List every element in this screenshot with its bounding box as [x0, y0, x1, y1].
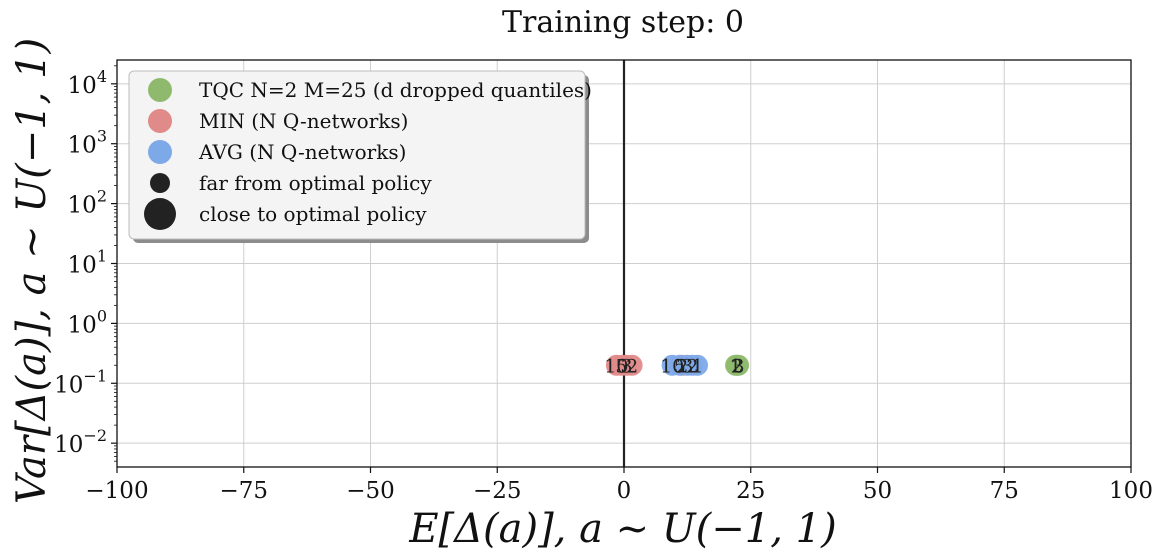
legend: TQC N=2 M=25 (d dropped quantiles) MIN (N… [128, 70, 592, 243]
x-tick-label-0: −100 [85, 478, 148, 504]
legend-label-4: close to optimal policy [199, 202, 427, 226]
legend-marker-4 [144, 198, 176, 230]
legend-marker-2 [148, 140, 172, 164]
point-label-s2-0: 10 [660, 355, 684, 377]
point-label-s2-4: 1 [691, 355, 703, 377]
data-points [605, 354, 750, 376]
x-tick-label-7: 75 [990, 478, 1019, 504]
point-s1-3 [621, 354, 643, 376]
x-tick-label-2: −50 [346, 478, 395, 504]
y-tick-label-6: 104 [68, 67, 107, 99]
legend-marker-1 [148, 109, 172, 133]
legend-box [128, 70, 586, 240]
point-label-s2-1: 5 [674, 355, 686, 377]
x-tick-label-8: 100 [1109, 478, 1153, 504]
point-label-s1-3: 2 [626, 355, 638, 377]
y-tick-label-3: 101 [68, 247, 107, 279]
legend-label-2: AVG (N Q-networks) [198, 140, 406, 164]
x-axis-ticks: −100 −75 −50 −25 0 25 50 75 100 [85, 467, 1153, 504]
legend-marker-3 [150, 173, 170, 193]
x-tick-label-3: −25 [473, 478, 522, 504]
chart-title: Training step: 0 [502, 5, 744, 40]
point-label-s0-0: 1 [729, 355, 741, 377]
legend-label-0: TQC N=2 M=25 (d dropped quantiles) [199, 78, 592, 102]
point-label-s2-2: 3 [681, 355, 693, 377]
point-label-s1-2: 3 [620, 355, 632, 377]
point-label-s1-1: 5 [615, 355, 627, 377]
legend-label-1: MIN (N Q-networks) [199, 109, 408, 133]
point-s2-4 [687, 354, 709, 376]
x-tick-label-1: −75 [219, 478, 268, 504]
y-tick-label-1: 10−1 [54, 366, 107, 398]
point-label-s1-4: 2 [676, 355, 688, 377]
y-axis-ticks: 10−2 10−1 100 101 102 103 104 [54, 65, 117, 462]
x-tick-label-4: 0 [617, 478, 632, 504]
point-label-s0-2: 3 [733, 355, 745, 377]
legend-label-3: far from optimal policy [199, 171, 432, 195]
x-axis-label: E[Δ(a)], a ~ U(−1, 1) [408, 506, 836, 552]
y-tick-label-5: 103 [68, 127, 107, 159]
x-tick-label-6: 50 [863, 478, 892, 504]
point-s0-2 [728, 354, 750, 376]
legend-marker-0 [148, 78, 172, 102]
y-axis-label: Var[Δ(a)], a ~ U(−1, 1) [9, 38, 55, 504]
y-tick-label-0: 10−2 [54, 426, 107, 458]
y-tick-label-4: 102 [68, 187, 107, 219]
y-tick-label-2: 100 [68, 306, 107, 338]
point-label-s1-0: 10 [604, 355, 628, 377]
x-tick-label-5: 25 [736, 478, 765, 504]
point-label-s0-1: 2 [731, 355, 743, 377]
point-label-s2-3: 2 [686, 355, 698, 377]
